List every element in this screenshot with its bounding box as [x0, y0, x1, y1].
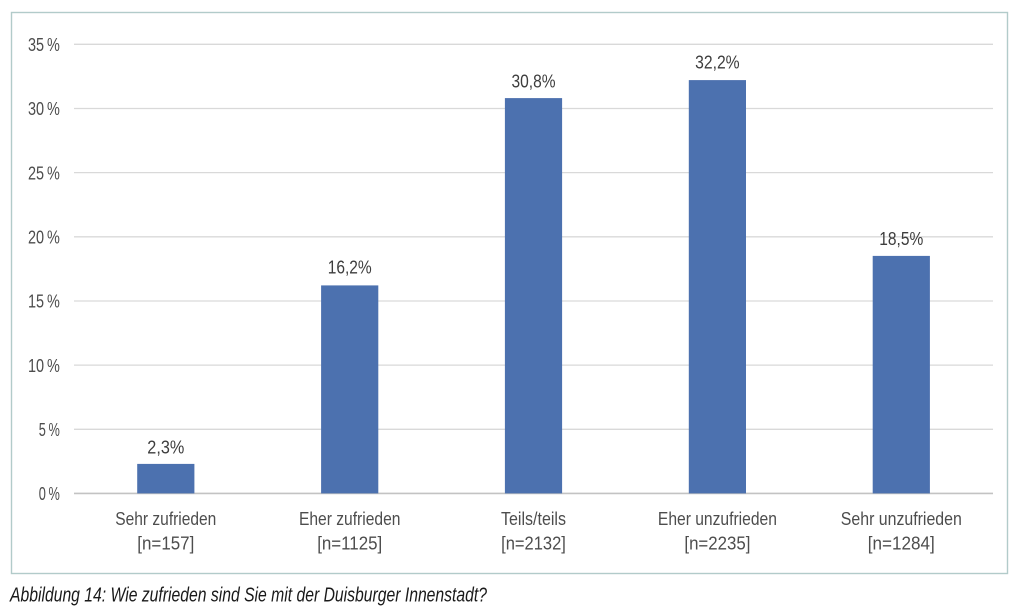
svg-text:[n=157]: [n=157]	[137, 532, 194, 553]
svg-text:[n=1284]: [n=1284]	[868, 532, 935, 553]
svg-text:10 %: 10 %	[28, 356, 60, 376]
svg-text:Teils/teils: Teils/teils	[501, 508, 566, 529]
svg-text:25 %: 25 %	[28, 163, 60, 183]
svg-text:35 %: 35 %	[28, 35, 60, 55]
svg-text:Abbildung 14: Wie zufrieden si: Abbildung 14: Wie zufrieden sind Sie mit…	[9, 585, 487, 607]
svg-text:[n=1125]: [n=1125]	[317, 532, 382, 553]
svg-text:Sehr unzufrieden: Sehr unzufrieden	[841, 508, 962, 529]
svg-text:15 %: 15 %	[28, 292, 60, 312]
svg-text:0 %: 0 %	[39, 484, 60, 504]
svg-text:[n=2235]: [n=2235]	[684, 532, 750, 553]
svg-text:18,5%: 18,5%	[879, 229, 923, 249]
svg-text:Sehr zufrieden: Sehr zufrieden	[115, 508, 216, 529]
svg-text:[n=2132]: [n=2132]	[501, 532, 566, 553]
svg-text:2,3%: 2,3%	[147, 438, 184, 458]
svg-text:32,2%: 32,2%	[695, 52, 740, 72]
svg-text:5 %: 5 %	[39, 420, 60, 440]
svg-text:Eher unzufrieden: Eher unzufrieden	[658, 508, 777, 529]
svg-text:Eher zufrieden: Eher zufrieden	[299, 508, 401, 529]
svg-text:16,2%: 16,2%	[328, 258, 372, 278]
svg-text:20 %: 20 %	[28, 228, 60, 248]
svg-text:30,8%: 30,8%	[512, 71, 556, 91]
svg-text:30 %: 30 %	[28, 99, 60, 119]
